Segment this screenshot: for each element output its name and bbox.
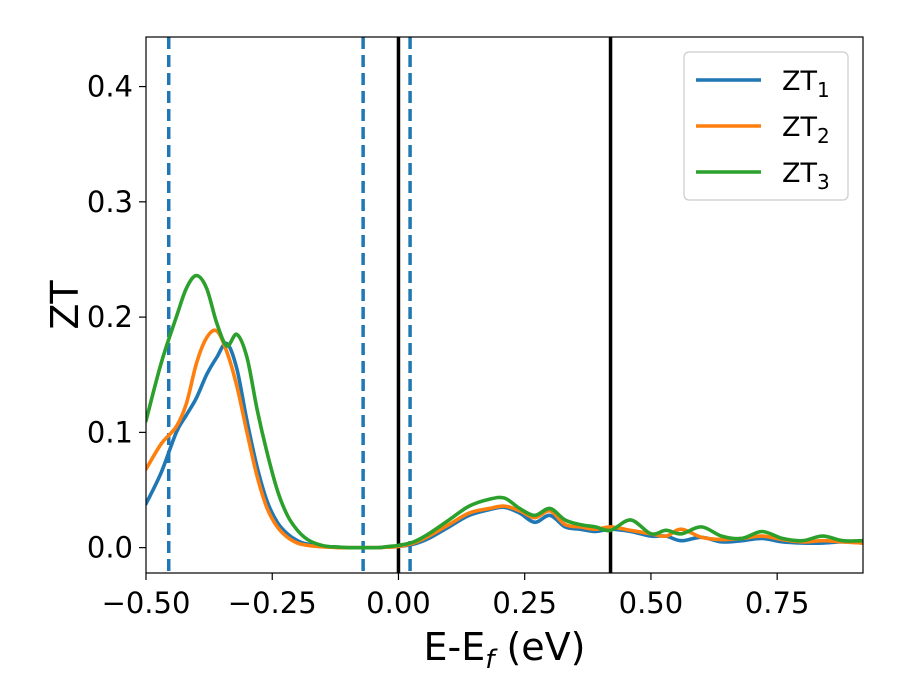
- y-axis: 0.0 0.1 0.2 0.3 0.4: [87, 70, 146, 565]
- plot-frame: [145, 36, 864, 574]
- x-axis: −0.50 −0.25 0.00 0.25 0.50 0.75: [102, 573, 810, 620]
- y-tick-label: 0.3: [87, 185, 133, 219]
- legend-label-zt3: ZT3: [782, 158, 830, 194]
- legend-box: [683, 51, 849, 201]
- x-tick-label: −0.50: [102, 586, 191, 620]
- x-tick-label: 0.00: [366, 586, 431, 620]
- y-axis-label: ZT: [43, 280, 87, 330]
- series-line-zt1: [146, 341, 863, 550]
- series-lines: [146, 273, 863, 550]
- y-tick-label: 0.1: [87, 415, 133, 449]
- legend-label-zt2: ZT2: [782, 112, 830, 148]
- y-tick-label: 0.4: [87, 70, 133, 104]
- x-tick-label: 0.75: [745, 586, 810, 620]
- x-tick-label: 0.50: [619, 586, 684, 620]
- x-axis-label: E-Ef (eV): [424, 625, 586, 675]
- x-tick-label: −0.25: [228, 586, 317, 620]
- y-tick-label: 0.0: [87, 531, 133, 565]
- series-line-zt3: [146, 273, 863, 550]
- series-line-zt2: [146, 328, 863, 550]
- reference-lines: [166, 37, 613, 573]
- legend: ZT1 ZT2 ZT3: [683, 51, 849, 201]
- legend-label-zt1: ZT1: [782, 66, 830, 102]
- y-tick-label: 0.2: [87, 300, 133, 334]
- x-tick-label: 0.25: [492, 586, 557, 620]
